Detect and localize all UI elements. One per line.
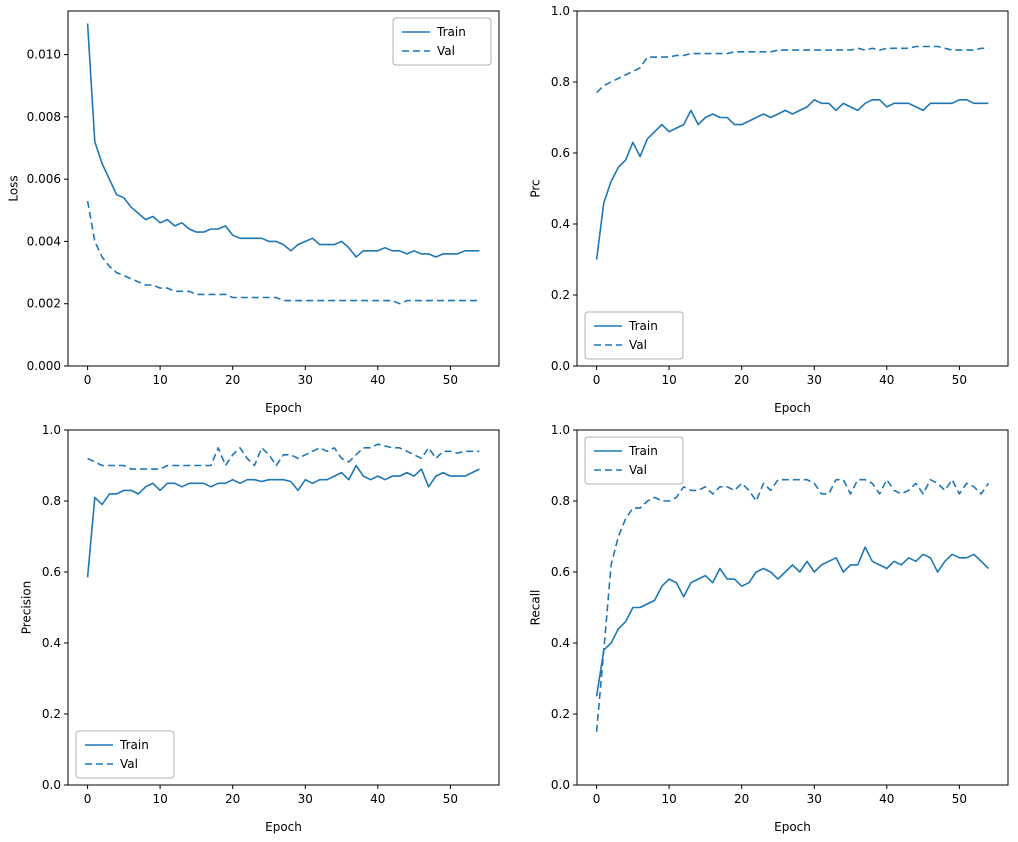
legend-train-label: Train bbox=[119, 738, 149, 752]
x-tick-label: 20 bbox=[225, 792, 240, 806]
y-tick-label: 0.8 bbox=[42, 494, 61, 508]
y-tick-label: 0.000 bbox=[27, 359, 61, 373]
prc-train-line bbox=[595, 99, 989, 260]
x-tick-label: 40 bbox=[370, 792, 385, 806]
x-axis-label: Epoch bbox=[774, 401, 811, 415]
legend-box bbox=[75, 730, 175, 779]
x-tick-label: 20 bbox=[734, 792, 749, 806]
y-tick-label: 0.2 bbox=[551, 288, 570, 302]
y-axis-label: Precision bbox=[20, 581, 34, 635]
x-tick-label: 40 bbox=[370, 373, 385, 387]
y-tick-label: 0.002 bbox=[27, 297, 61, 311]
axes-frame bbox=[576, 10, 1009, 367]
legend-train-label: Train bbox=[628, 444, 658, 458]
y-axis-label: Loss bbox=[7, 175, 21, 201]
x-tick-label: 10 bbox=[152, 373, 167, 387]
x-tick-label: 10 bbox=[661, 373, 676, 387]
y-tick-label: 0.2 bbox=[42, 707, 61, 721]
legend-train-label: Train bbox=[628, 319, 658, 333]
precision-train-line bbox=[86, 464, 480, 578]
recall-val-line bbox=[595, 478, 990, 732]
y-tick-label: 1.0 bbox=[551, 423, 570, 437]
legend: Train Val bbox=[584, 436, 684, 485]
legend-box bbox=[392, 17, 492, 66]
y-tick-label: 0.4 bbox=[42, 636, 61, 650]
x-axis-label: Epoch bbox=[774, 820, 811, 834]
legend: Train Val bbox=[75, 730, 175, 779]
y-tick-label: 0.6 bbox=[42, 565, 61, 579]
legend-train-label: Train bbox=[436, 25, 466, 39]
x-tick-label: 50 bbox=[952, 373, 967, 387]
y-tick-label: 0.6 bbox=[551, 146, 570, 160]
axes-frame bbox=[67, 429, 500, 786]
recall-train-line bbox=[595, 546, 989, 697]
y-tick-label: 0.010 bbox=[27, 48, 61, 62]
x-tick-label: 50 bbox=[443, 373, 458, 387]
y-axis-label: Recall bbox=[529, 590, 543, 626]
x-tick-label: 50 bbox=[952, 792, 967, 806]
precision-val-line bbox=[87, 443, 480, 470]
y-tick-label: 1.0 bbox=[551, 4, 570, 18]
legend-box bbox=[584, 436, 684, 485]
legend-box bbox=[584, 311, 684, 360]
x-tick-label: 0 bbox=[593, 373, 601, 387]
legend: Train Val bbox=[392, 17, 492, 66]
x-tick-label: 30 bbox=[298, 792, 313, 806]
axes-frame bbox=[576, 429, 1009, 786]
y-tick-label: 0.0 bbox=[551, 359, 570, 373]
x-tick-label: 10 bbox=[152, 792, 167, 806]
prc-val-line bbox=[596, 45, 989, 94]
y-tick-label: 0.4 bbox=[551, 636, 570, 650]
y-tick-label: 0.004 bbox=[27, 234, 61, 248]
y-tick-label: 0.008 bbox=[27, 110, 61, 124]
axes-frame bbox=[67, 10, 500, 367]
loss-train-line bbox=[86, 23, 480, 258]
legend-val-label: Val bbox=[120, 757, 138, 771]
x-tick-label: 10 bbox=[661, 792, 676, 806]
y-tick-label: 0.0 bbox=[42, 778, 61, 792]
recall-chart: 0 10 20 30 40 50 0.0 0.2 0.4 0.6 0.8 1.0 Epoch Recall… bbox=[509, 419, 1018, 838]
x-tick-label: 20 bbox=[225, 373, 240, 387]
legend-val-label: Val bbox=[629, 338, 647, 352]
x-axis-label: Epoch bbox=[265, 820, 302, 834]
y-tick-label: 0.8 bbox=[551, 494, 570, 508]
loss-plot-svg: 0 10 20 30 40 50 0.000 0.002 0.004 0.006 0.008 0.01… bbox=[7, 10, 500, 415]
y-tick-label: 0.0 bbox=[551, 778, 570, 792]
x-tick-label: 40 bbox=[879, 373, 894, 387]
x-axis-label: Epoch bbox=[265, 401, 302, 415]
x-tick-label: 30 bbox=[298, 373, 313, 387]
x-tick-label: 20 bbox=[734, 373, 749, 387]
legend-val-label: Val bbox=[437, 44, 455, 58]
prc-chart: 0 10 20 30 40 50 0.0 0.2 0.4 0.6 0.8 1.0 Epoch Prc Tra… bbox=[509, 0, 1018, 419]
x-tick-label: 0 bbox=[84, 792, 92, 806]
x-tick-label: 40 bbox=[879, 792, 894, 806]
recall-plot-svg: 0 10 20 30 40 50 0.0 0.2 0.4 0.6 0.8 1.0 Epoch Recall… bbox=[529, 423, 1009, 834]
x-tick-label: 30 bbox=[807, 373, 822, 387]
y-tick-label: 0.2 bbox=[551, 707, 570, 721]
y-tick-label: 1.0 bbox=[42, 423, 61, 437]
y-axis-label: Prc bbox=[529, 179, 543, 197]
x-tick-label: 50 bbox=[443, 792, 458, 806]
precision-plot-svg: 0 10 20 30 40 50 0.0 0.2 0.4 0.6 0.8 1.0 Epoch Precis… bbox=[20, 423, 500, 834]
prc-plot-svg: 0 10 20 30 40 50 0.0 0.2 0.4 0.6 0.8 1.0 Epoch Prc Tra… bbox=[529, 4, 1009, 415]
x-tick-label: 0 bbox=[593, 792, 601, 806]
y-tick-label: 0.8 bbox=[551, 75, 570, 89]
x-tick-label: 0 bbox=[84, 373, 92, 387]
loss-val-line bbox=[86, 200, 480, 305]
y-tick-label: 0.4 bbox=[551, 217, 570, 231]
legend-val-label: Val bbox=[629, 463, 647, 477]
x-tick-label: 30 bbox=[807, 792, 822, 806]
y-tick-label: 0.006 bbox=[27, 172, 61, 186]
precision-chart: 0 10 20 30 40 50 0.0 0.2 0.4 0.6 0.8 1.0 Epoch Precis… bbox=[0, 419, 509, 838]
loss-chart: 0 10 20 30 40 50 0.000 0.002 0.004 0.006 0.008 0.01… bbox=[0, 0, 509, 419]
legend: Train Val bbox=[584, 311, 684, 360]
y-tick-label: 0.6 bbox=[551, 565, 570, 579]
